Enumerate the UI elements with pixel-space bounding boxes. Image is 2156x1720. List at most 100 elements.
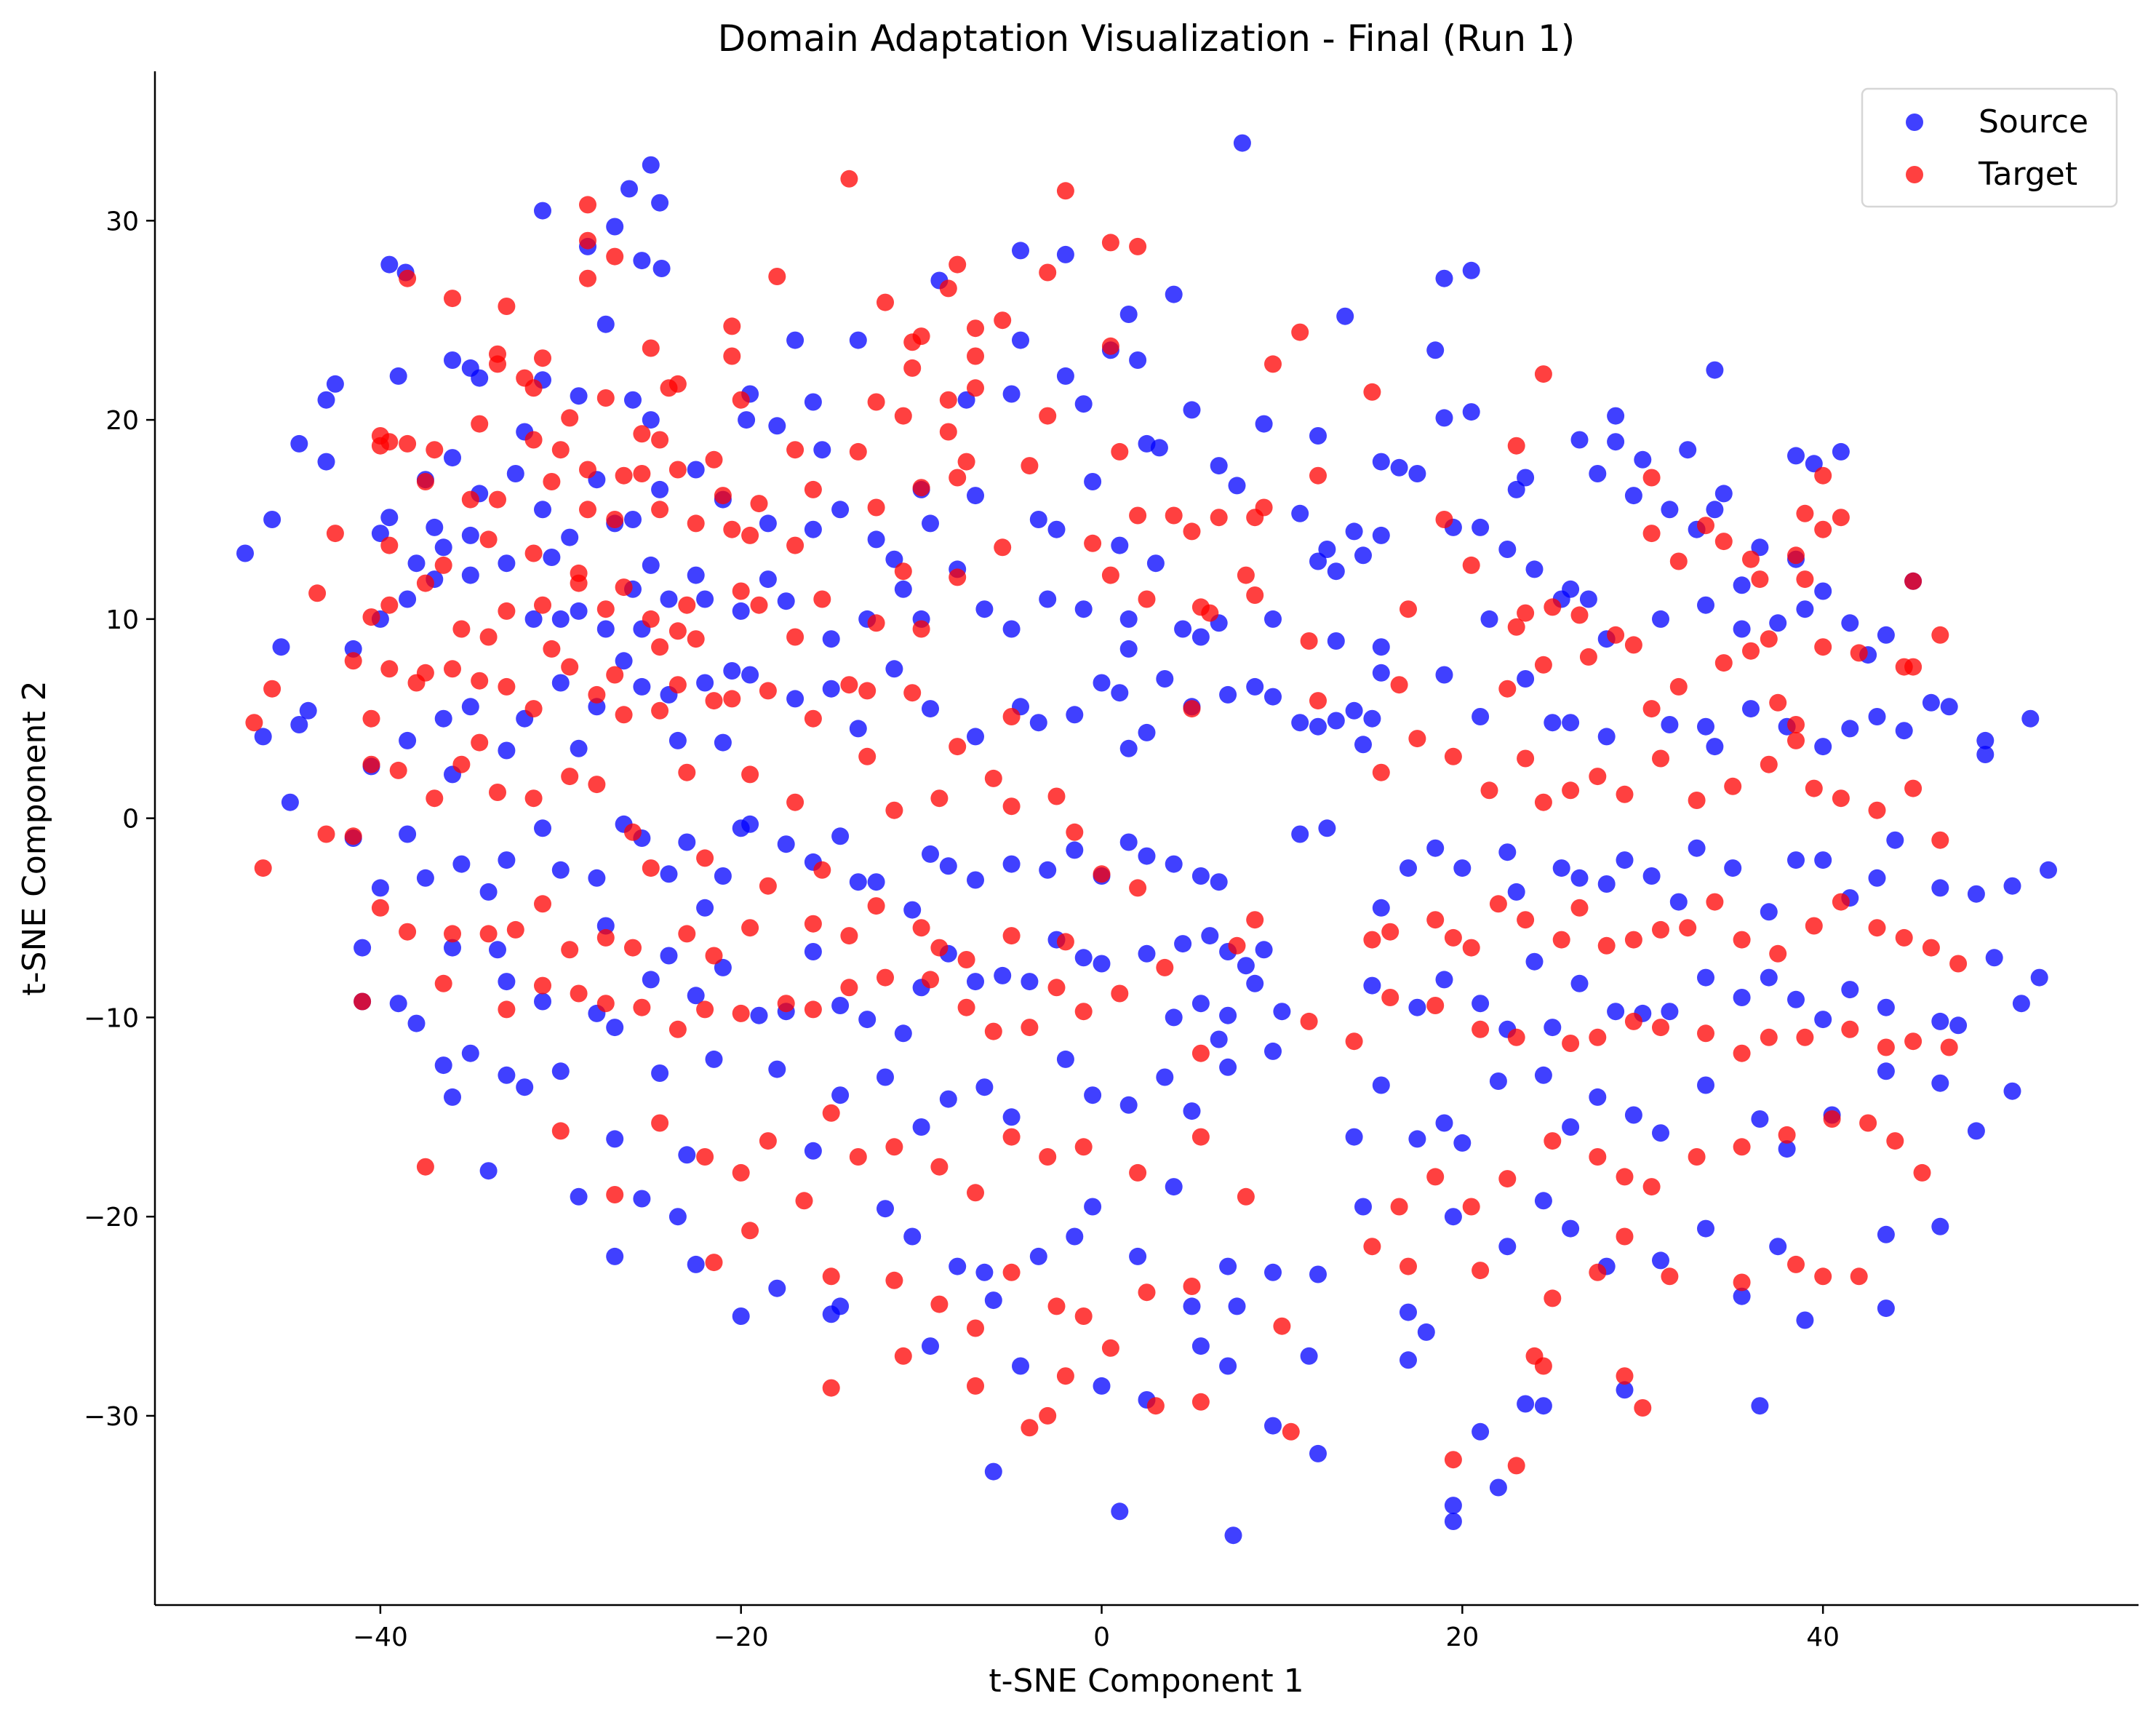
target-point bbox=[967, 319, 984, 338]
source-point bbox=[1697, 596, 1714, 614]
source-point bbox=[1219, 685, 1237, 704]
source-point bbox=[570, 1187, 588, 1206]
target-point bbox=[957, 951, 975, 968]
source-point bbox=[660, 590, 678, 608]
y-tick-label: 0 bbox=[122, 805, 139, 835]
source-point bbox=[1363, 709, 1381, 728]
target-point bbox=[1517, 749, 1535, 768]
source-point bbox=[738, 411, 756, 429]
target-point bbox=[1084, 534, 1102, 552]
source-point bbox=[1002, 620, 1021, 638]
target-point bbox=[651, 701, 669, 720]
source-point bbox=[1056, 245, 1074, 263]
source-point bbox=[1119, 306, 1138, 323]
target-point bbox=[1066, 823, 1084, 841]
source-point bbox=[1498, 1238, 1517, 1256]
target-point bbox=[1039, 1148, 1057, 1166]
source-point bbox=[642, 971, 660, 989]
target-point bbox=[1237, 566, 1255, 584]
source-point bbox=[344, 640, 362, 658]
source-point bbox=[1453, 1134, 1472, 1152]
source-point bbox=[867, 530, 885, 549]
legend-marker-target bbox=[1906, 166, 1923, 183]
target-point bbox=[1616, 785, 1634, 803]
source-point bbox=[1976, 731, 1995, 749]
target-point bbox=[840, 676, 858, 694]
target-point bbox=[1101, 1339, 1119, 1357]
source-point bbox=[1210, 457, 1228, 475]
source-point bbox=[678, 833, 696, 851]
source-point bbox=[1814, 738, 1832, 756]
source-point bbox=[588, 698, 606, 716]
source-point bbox=[1029, 714, 1047, 732]
target-point bbox=[624, 823, 642, 841]
source-point bbox=[877, 1200, 894, 1218]
target-point bbox=[1309, 692, 1327, 710]
source-point bbox=[444, 351, 461, 369]
source-point bbox=[1408, 998, 1426, 1016]
target-point bbox=[967, 1184, 984, 1202]
source-point bbox=[317, 453, 335, 471]
source-point bbox=[1517, 469, 1535, 487]
source-point bbox=[2030, 968, 2048, 987]
source-point bbox=[1372, 526, 1390, 544]
source-point bbox=[804, 943, 822, 960]
source-point bbox=[804, 520, 822, 538]
source-point bbox=[1841, 720, 1859, 738]
target-point bbox=[967, 347, 984, 365]
target-point bbox=[1074, 1138, 1093, 1156]
source-point bbox=[1150, 439, 1168, 457]
source-point bbox=[1507, 480, 1525, 498]
target-point bbox=[705, 450, 723, 469]
source-point bbox=[1111, 1502, 1129, 1521]
source-point bbox=[939, 857, 957, 875]
target-point bbox=[1597, 936, 1616, 955]
target-point bbox=[1183, 700, 1201, 718]
source-point bbox=[1309, 1265, 1327, 1283]
target-point bbox=[1002, 708, 1021, 725]
target-point bbox=[354, 992, 372, 1011]
target-point bbox=[596, 389, 615, 407]
source-point bbox=[1435, 269, 1453, 287]
series-target bbox=[245, 170, 1968, 1475]
source-point bbox=[1589, 1088, 1607, 1106]
source-point bbox=[759, 570, 777, 589]
target-point bbox=[1047, 787, 1066, 805]
source-point bbox=[1976, 746, 1995, 763]
target-point bbox=[1381, 923, 1400, 941]
source-point bbox=[849, 873, 867, 891]
target-point bbox=[1273, 1317, 1291, 1335]
target-point bbox=[651, 431, 669, 449]
target-point bbox=[1381, 989, 1400, 1006]
source-point bbox=[1922, 693, 1940, 712]
source-point bbox=[1255, 415, 1273, 433]
target-point bbox=[1363, 383, 1381, 401]
target-point bbox=[1462, 556, 1480, 574]
source-point bbox=[813, 441, 831, 459]
target-point bbox=[804, 709, 822, 728]
source-point bbox=[1345, 1128, 1363, 1146]
source-point bbox=[1318, 541, 1336, 558]
target-point bbox=[1733, 1273, 1751, 1291]
target-point bbox=[994, 538, 1012, 557]
source-point bbox=[399, 825, 417, 843]
source-point bbox=[1760, 968, 1778, 987]
source-point bbox=[561, 528, 579, 546]
target-point bbox=[1877, 1038, 1895, 1056]
source-point bbox=[326, 375, 344, 393]
source-point bbox=[498, 973, 516, 991]
target-point bbox=[1805, 917, 1823, 935]
target-point bbox=[1634, 1399, 1652, 1417]
source-point bbox=[668, 731, 687, 749]
target-point bbox=[1562, 1035, 1580, 1052]
target-point bbox=[804, 1000, 822, 1019]
source-point bbox=[354, 939, 372, 957]
target-point bbox=[1165, 506, 1183, 525]
target-point bbox=[1544, 1289, 1562, 1307]
target-point bbox=[551, 1122, 570, 1140]
target-point bbox=[967, 1377, 984, 1395]
source-point bbox=[678, 1146, 696, 1164]
target-point bbox=[678, 596, 696, 614]
target-point bbox=[1697, 1024, 1714, 1043]
source-point bbox=[624, 391, 642, 409]
